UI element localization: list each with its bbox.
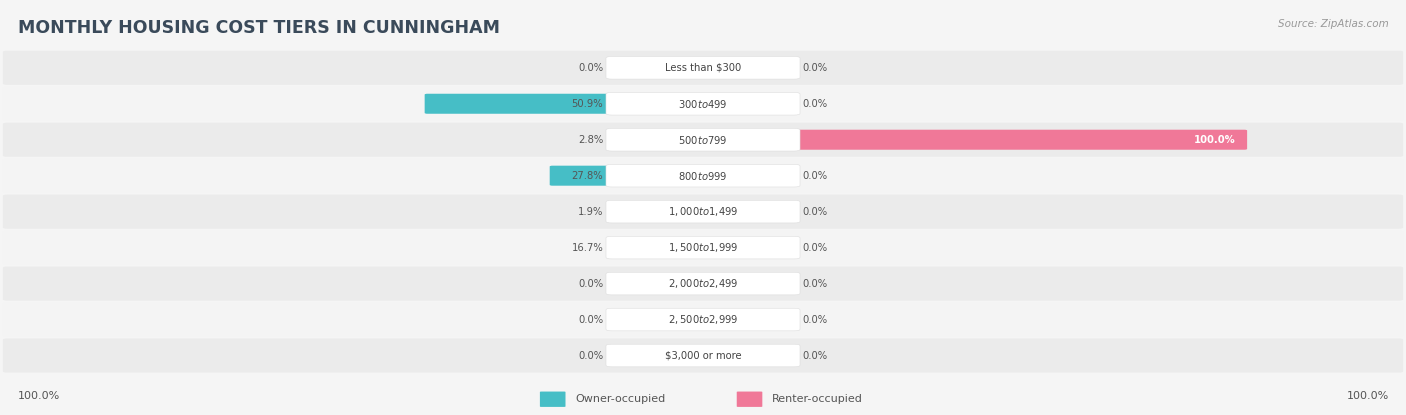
FancyBboxPatch shape (606, 272, 800, 295)
FancyBboxPatch shape (685, 130, 706, 150)
FancyBboxPatch shape (606, 308, 800, 331)
FancyBboxPatch shape (661, 58, 706, 78)
Text: 0.0%: 0.0% (803, 243, 828, 253)
FancyBboxPatch shape (606, 93, 800, 115)
Text: 0.0%: 0.0% (578, 351, 603, 361)
FancyBboxPatch shape (700, 273, 745, 293)
FancyBboxPatch shape (425, 94, 706, 114)
FancyBboxPatch shape (606, 56, 800, 79)
FancyBboxPatch shape (661, 273, 706, 293)
FancyBboxPatch shape (700, 238, 745, 258)
Text: Renter-occupied: Renter-occupied (772, 394, 863, 404)
FancyBboxPatch shape (3, 231, 1403, 265)
FancyBboxPatch shape (700, 310, 745, 330)
Text: $2,500 to $2,999: $2,500 to $2,999 (668, 313, 738, 326)
Text: 0.0%: 0.0% (578, 63, 603, 73)
Text: 27.8%: 27.8% (572, 171, 603, 181)
Text: 0.0%: 0.0% (803, 278, 828, 288)
FancyBboxPatch shape (606, 164, 800, 187)
FancyBboxPatch shape (3, 266, 1403, 300)
FancyBboxPatch shape (606, 200, 800, 223)
Text: Less than $300: Less than $300 (665, 63, 741, 73)
FancyBboxPatch shape (550, 166, 706, 186)
Text: Owner-occupied: Owner-occupied (575, 394, 665, 404)
Text: 50.9%: 50.9% (572, 99, 603, 109)
FancyBboxPatch shape (3, 51, 1403, 85)
FancyBboxPatch shape (700, 58, 745, 78)
FancyBboxPatch shape (3, 303, 1403, 337)
Text: $500 to $799: $500 to $799 (678, 134, 728, 146)
FancyBboxPatch shape (737, 392, 762, 407)
Text: $1,500 to $1,999: $1,500 to $1,999 (668, 241, 738, 254)
FancyBboxPatch shape (3, 195, 1403, 229)
Text: 0.0%: 0.0% (803, 351, 828, 361)
Text: 2.8%: 2.8% (578, 135, 603, 145)
FancyBboxPatch shape (661, 346, 706, 366)
FancyBboxPatch shape (606, 236, 800, 259)
FancyBboxPatch shape (3, 159, 1403, 193)
FancyBboxPatch shape (610, 238, 706, 258)
Text: 16.7%: 16.7% (571, 243, 603, 253)
FancyBboxPatch shape (700, 94, 745, 114)
Text: $3,000 or more: $3,000 or more (665, 351, 741, 361)
Text: $1,000 to $1,499: $1,000 to $1,499 (668, 205, 738, 218)
Text: $2,000 to $2,499: $2,000 to $2,499 (668, 277, 738, 290)
FancyBboxPatch shape (700, 130, 1247, 150)
Text: $800 to $999: $800 to $999 (678, 170, 728, 182)
Text: 100.0%: 100.0% (1194, 135, 1236, 145)
FancyBboxPatch shape (700, 166, 745, 186)
Text: 100.0%: 100.0% (18, 391, 60, 401)
Text: 0.0%: 0.0% (578, 315, 603, 325)
Text: 1.9%: 1.9% (578, 207, 603, 217)
Text: 0.0%: 0.0% (803, 171, 828, 181)
Text: 0.0%: 0.0% (803, 63, 828, 73)
FancyBboxPatch shape (700, 202, 745, 222)
Text: 0.0%: 0.0% (803, 99, 828, 109)
Text: 0.0%: 0.0% (803, 315, 828, 325)
Text: $300 to $499: $300 to $499 (678, 98, 728, 110)
FancyBboxPatch shape (3, 339, 1403, 373)
FancyBboxPatch shape (540, 392, 565, 407)
FancyBboxPatch shape (3, 87, 1403, 121)
FancyBboxPatch shape (3, 123, 1403, 157)
Text: 100.0%: 100.0% (1347, 391, 1389, 401)
Text: Source: ZipAtlas.com: Source: ZipAtlas.com (1278, 19, 1389, 29)
Text: MONTHLY HOUSING COST TIERS IN CUNNINGHAM: MONTHLY HOUSING COST TIERS IN CUNNINGHAM (18, 19, 501, 37)
Text: 0.0%: 0.0% (578, 278, 603, 288)
FancyBboxPatch shape (700, 346, 745, 366)
FancyBboxPatch shape (690, 202, 706, 222)
FancyBboxPatch shape (606, 344, 800, 367)
FancyBboxPatch shape (661, 310, 706, 330)
Text: 0.0%: 0.0% (803, 207, 828, 217)
FancyBboxPatch shape (606, 128, 800, 151)
